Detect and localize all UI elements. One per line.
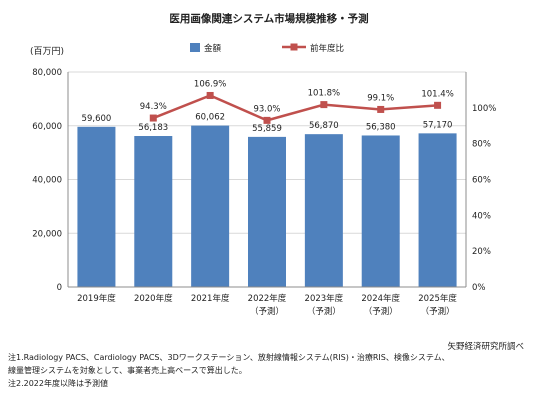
bar xyxy=(361,135,400,287)
note-2: 注2.2022年度以降は予測値 xyxy=(8,379,108,388)
ratio-point xyxy=(263,116,271,124)
ratio-point xyxy=(149,114,157,122)
ratio-value-label: 101.8% xyxy=(308,89,340,99)
ratio-value-label: 99.1% xyxy=(367,93,394,103)
y-tick-label: 40,000 xyxy=(32,176,62,186)
bar-value-label: 59,600 xyxy=(82,114,112,124)
legend-label-line: 前年度比 xyxy=(310,43,344,54)
y-tick-label: 20,000 xyxy=(32,229,62,239)
y2-tick-label: 20% xyxy=(472,247,491,257)
ratio-point xyxy=(377,105,385,113)
bar xyxy=(418,133,457,287)
x-tick-label: 2025年度 xyxy=(418,293,457,304)
source-credit: 矢野経済研究所調べ xyxy=(447,342,524,352)
chart-title: 医用画像関連システム市場規模推移・予測 xyxy=(169,12,368,25)
bar xyxy=(248,136,286,287)
legend: 金額 前年度比 xyxy=(190,43,344,54)
y2-tick-label: 40% xyxy=(472,211,491,221)
x-tick-label: （予測） xyxy=(364,306,398,317)
y-tick-label: 60,000 xyxy=(32,122,62,132)
ratio-point xyxy=(206,91,214,99)
y2-tick-label: 80% xyxy=(472,140,491,150)
y-tick-label: 0 xyxy=(57,283,62,293)
legend-label-bar: 金額 xyxy=(204,43,222,54)
x-tick-label: 2021年度 xyxy=(191,293,230,304)
x-tick-label: 2020年度 xyxy=(134,293,173,304)
ratio-value-label: 93.0% xyxy=(253,104,280,114)
x-tick-label: （予測） xyxy=(250,306,284,317)
ratio-value-label: 94.3% xyxy=(140,102,167,112)
x-tick-label: （予測） xyxy=(421,306,455,317)
bar-value-label: 55,859 xyxy=(252,124,282,134)
y-axis-unit: (百万円) xyxy=(30,46,64,57)
note-1-line-1: 注1.Radiology PACS、Cardiology PACS、3Dワークス… xyxy=(8,353,450,362)
bars xyxy=(77,125,457,287)
data-labels: 59,600 56,183 60,062 55,859 56,870 56,380 57,1… xyxy=(82,79,454,133)
market-chart: 医用画像関連システム市場規模推移・予測 (百万円) 金額 前年度比 0 20,000… xyxy=(30,12,496,317)
bar xyxy=(191,125,230,287)
bar xyxy=(134,136,173,287)
bar xyxy=(77,126,116,287)
x-tick-label: 2022年度 xyxy=(248,293,287,304)
y-tick-label: 80,000 xyxy=(32,68,62,78)
ratio-value-label: 101.4% xyxy=(421,89,453,99)
x-tick-label: 2024年度 xyxy=(361,293,400,304)
ratio-point xyxy=(434,101,442,109)
legend-marker-line xyxy=(290,43,298,51)
bar xyxy=(304,134,343,287)
y2-tick-label: 0% xyxy=(472,283,486,293)
y2-tick-label: 100% xyxy=(472,104,496,114)
ratio-point xyxy=(320,101,328,109)
bar-value-label: 56,870 xyxy=(309,121,339,131)
x-tick-label: 2023年度 xyxy=(305,293,344,304)
ratio-value-label: 106.9% xyxy=(194,79,226,89)
ratio-line xyxy=(149,91,442,124)
ratio-line-path xyxy=(152,94,438,122)
x-tick-label: （予測） xyxy=(307,306,341,317)
note-1-line-2: 線量管理システムを対象として、事業者売上高ベースで算出した。 xyxy=(8,366,247,375)
y2-tick-label: 60% xyxy=(472,176,491,186)
axes: 0 20,000 40,000 60,000 80,000 0% 20% 40% 60% 80% 1… xyxy=(32,68,496,317)
x-tick-label: 2019年度 xyxy=(77,293,116,304)
bar-value-label: 56,183 xyxy=(138,123,168,133)
legend-swatch-bar xyxy=(190,43,200,52)
bar-value-label: 56,380 xyxy=(366,122,396,132)
bar-value-label: 57,170 xyxy=(423,120,453,130)
bar-value-label: 60,062 xyxy=(195,113,225,123)
